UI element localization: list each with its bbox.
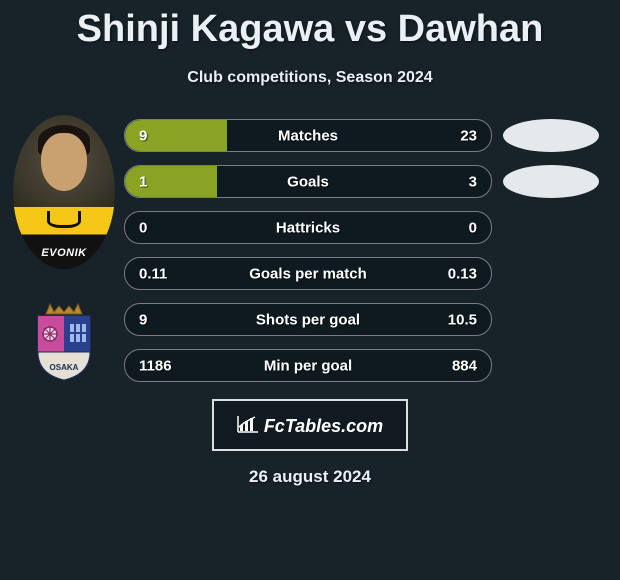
club-badge: OSAKA bbox=[14, 299, 114, 385]
stat-bar: 9 Matches 23 bbox=[124, 119, 492, 152]
stat-value-left: 9 bbox=[139, 127, 147, 144]
stat-bar: 0.11 Goals per match 0.13 bbox=[124, 257, 492, 290]
player1-face bbox=[41, 133, 87, 191]
stat-value-left: 1 bbox=[139, 173, 147, 190]
stat-label: Hattricks bbox=[276, 219, 340, 236]
stat-value-right: 23 bbox=[460, 127, 477, 144]
stat-value-right: 0 bbox=[469, 219, 477, 236]
right-spacer bbox=[503, 303, 599, 336]
right-spacer bbox=[503, 257, 599, 290]
stat-value-right: 10.5 bbox=[448, 311, 477, 328]
player1-avatar: EVONIK bbox=[13, 115, 115, 269]
stat-label: Goals per match bbox=[249, 265, 367, 282]
right-spacer bbox=[503, 349, 599, 382]
player1-sponsor: EVONIK bbox=[41, 247, 86, 259]
left-column: EVONIK bbox=[4, 115, 124, 385]
page-title: Shinji Kagawa vs Dawhan bbox=[0, 0, 620, 51]
stat-bar: 1 Goals 3 bbox=[124, 165, 492, 198]
page-subtitle: Club competitions, Season 2024 bbox=[0, 69, 620, 87]
club-badge-icon: OSAKA bbox=[28, 302, 100, 382]
footer-brand-box: FcTables.com bbox=[212, 399, 408, 451]
footer-brand-text: FcTables.com bbox=[264, 416, 383, 436]
stat-label: Goals bbox=[287, 173, 329, 190]
stat-value-left: 1186 bbox=[139, 357, 172, 374]
main-content: EVONIK bbox=[0, 115, 620, 385]
stat-bar: 0 Hattricks 0 bbox=[124, 211, 492, 244]
stats-column: 9 Matches 23 1 Goals 3 0 Hattricks 0 0.11 Goals pe… bbox=[124, 115, 492, 385]
stat-value-left: 0.11 bbox=[139, 265, 167, 282]
stat-value-left: 9 bbox=[139, 311, 147, 328]
player2-oval bbox=[503, 165, 599, 198]
date-label: 26 august 2024 bbox=[0, 467, 620, 487]
chart-icon bbox=[237, 415, 259, 438]
stat-value-right: 0.13 bbox=[448, 265, 477, 282]
stat-label: Min per goal bbox=[264, 357, 352, 374]
stat-value-right: 884 bbox=[452, 357, 477, 374]
player1-jersey bbox=[13, 207, 115, 269]
footer-brand: FcTables.com bbox=[237, 414, 383, 437]
stat-value-right: 3 bbox=[469, 173, 477, 190]
crown-icon bbox=[46, 304, 82, 314]
right-column bbox=[492, 115, 610, 385]
stat-bar: 1186 Min per goal 884 bbox=[124, 349, 492, 382]
player2-oval bbox=[503, 119, 599, 152]
stat-value-left: 0 bbox=[139, 219, 147, 236]
right-spacer bbox=[503, 211, 599, 244]
svg-text:OSAKA: OSAKA bbox=[50, 363, 79, 372]
stat-label: Shots per goal bbox=[256, 311, 360, 328]
stat-bar: 9 Shots per goal 10.5 bbox=[124, 303, 492, 336]
stat-label: Matches bbox=[278, 127, 338, 144]
